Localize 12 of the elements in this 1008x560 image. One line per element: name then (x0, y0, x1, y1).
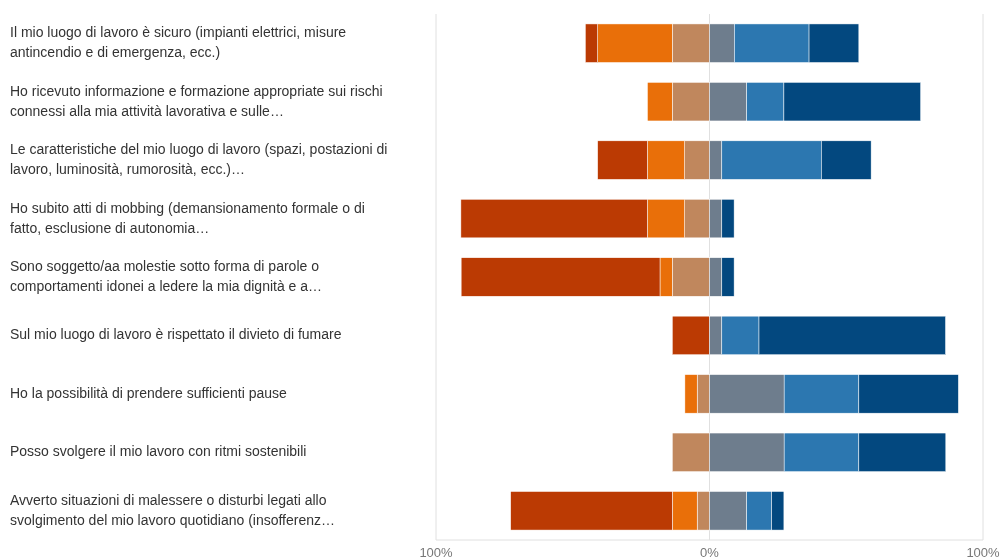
y-tick-label: Il mio luogo di lavoro è sicuro (impianti elettrici, misure antincendio e di emergenza, ecc.) (10, 23, 347, 60)
y-tick-label: Avverto situazioni di malessere o disturbi legati allo svolgimento del mio lavoro quotidiano (insofferenz… (10, 491, 336, 528)
x-tick-label: 0% (700, 545, 720, 560)
x-tick-label: 100% (419, 545, 454, 560)
y-tick-label: Ho subito atti di mobbing (demansionamento formale o di fatto, esclusione di autonomia… (10, 199, 365, 236)
y-tick-label: Ho ricevuto informazione e formazione appropriate sui rischi connessi alla mia attività lavorativa e sulle… (10, 82, 383, 119)
y-tick-label: Ho la possibilità di prendere sufficienti pause (10, 384, 288, 401)
y-tick-label: Posso svolgere il mio lavoro con ritmi sostenibili (10, 443, 307, 460)
y-tick-label: Sono soggetto/aa molestie sotto forma di parole o comportamenti idonei a ledere la mia dignità e a… (10, 257, 323, 294)
x-tick-label: 100% (966, 545, 1001, 560)
y-tick-label: Le caratteristiche del mio luogo di lavoro (spazi, postazioni di lavoro, luminosità, rumorosità, ecc.)… (10, 140, 388, 177)
y-tick-label: Sul mio luogo di lavoro è rispettato il divieto di fumare (10, 326, 342, 343)
